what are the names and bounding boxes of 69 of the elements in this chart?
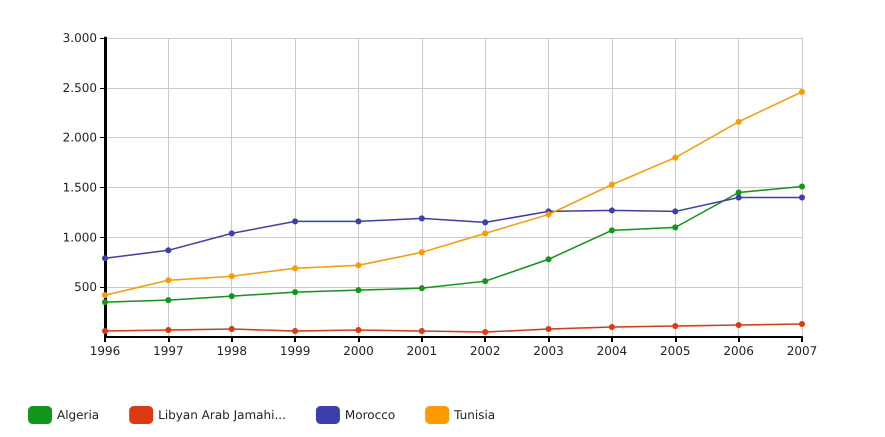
- x-tick-label: 2003: [533, 344, 564, 358]
- point: [418, 328, 425, 334]
- point: [418, 285, 425, 292]
- x-tick-label: 2004: [596, 344, 628, 358]
- point: [228, 326, 235, 332]
- point: [228, 273, 235, 280]
- point: [482, 230, 488, 236]
- point: [736, 322, 742, 328]
- point: [355, 262, 362, 268]
- point: [546, 326, 552, 332]
- point: [165, 327, 172, 334]
- point: [546, 211, 552, 218]
- point: [799, 194, 805, 200]
- point: [546, 256, 552, 262]
- point: [355, 327, 362, 334]
- point: [672, 224, 678, 230]
- point: [672, 154, 678, 161]
- point: [165, 247, 172, 254]
- point: [228, 293, 235, 300]
- x-tick-label: 2000: [343, 344, 374, 358]
- point: [736, 189, 742, 196]
- point: [672, 323, 678, 330]
- point: [355, 287, 362, 294]
- y-tick-label: 2.000: [62, 130, 97, 145]
- point: [292, 289, 298, 296]
- point: [228, 230, 235, 236]
- legend-label: Libyan Arab Jamahi...: [158, 408, 286, 422]
- x-tick-label: 2005: [660, 344, 691, 358]
- point: [482, 278, 488, 284]
- x-tick-label: 1999: [280, 344, 310, 358]
- point: [799, 184, 805, 190]
- point: [482, 329, 488, 336]
- point: [292, 218, 298, 224]
- point: [355, 218, 362, 224]
- x-tick-label: 1997: [153, 344, 184, 358]
- point: [608, 227, 615, 234]
- y-tick-label: 1.500: [62, 180, 97, 194]
- point: [736, 118, 742, 125]
- point: [608, 182, 615, 188]
- point: [292, 265, 298, 272]
- point: [102, 292, 108, 298]
- point: [102, 328, 108, 334]
- point: [418, 215, 425, 222]
- x-tick-label: 1996: [90, 344, 120, 358]
- y-tick-label: 3.000: [62, 31, 97, 45]
- x-tick-label: 2006: [723, 344, 754, 358]
- legend-label: Algeria: [57, 408, 100, 422]
- point: [165, 277, 172, 284]
- point: [672, 208, 678, 214]
- x-tick-label: 2002: [470, 344, 500, 358]
- legend-label: Morocco: [344, 408, 396, 422]
- x-tick-label: 2001: [406, 344, 438, 358]
- point: [418, 249, 425, 256]
- point: [736, 194, 742, 200]
- legend-label: Tunisia: [453, 408, 496, 422]
- point: [608, 324, 615, 330]
- x-tick-label: 2007: [786, 344, 818, 358]
- point: [292, 328, 298, 334]
- y-tick-label: 500: [74, 280, 97, 294]
- y-tick-label: 2.500: [62, 80, 97, 95]
- point: [102, 299, 108, 306]
- point: [165, 297, 172, 304]
- point: [799, 321, 805, 328]
- x-tick-label: 1998: [216, 344, 247, 358]
- y-tick-label: 1.000: [62, 230, 97, 244]
- point: [482, 219, 488, 226]
- point: [799, 88, 805, 95]
- point: [102, 255, 108, 262]
- point: [608, 207, 615, 214]
